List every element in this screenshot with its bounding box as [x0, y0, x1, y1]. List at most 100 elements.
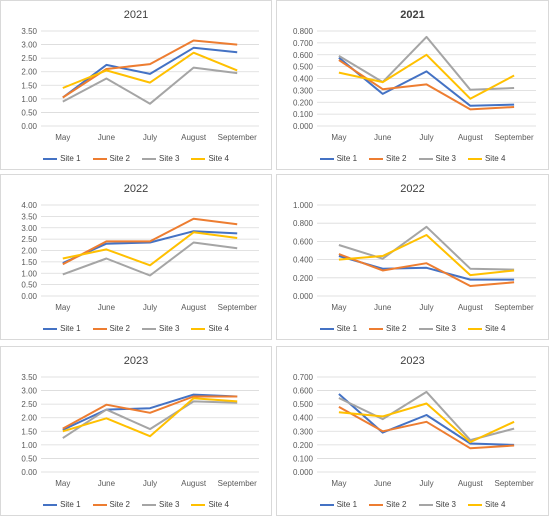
legend-swatch	[191, 157, 206, 160]
legend-label: Site 1	[336, 500, 358, 509]
legend-entry: Site 1	[319, 154, 357, 163]
y-tick-label: 0.200	[293, 274, 314, 283]
y-tick-label: 3.00	[21, 41, 37, 50]
legend-label: Site 4	[484, 500, 506, 509]
legend-label: Site 4	[484, 324, 506, 333]
legend-entry: Site 1	[43, 324, 81, 333]
series-line	[338, 234, 515, 277]
y-tick-label: 2.00	[21, 247, 37, 256]
y-tick-label: 0.600	[293, 51, 314, 60]
legend-entry: Site 2	[92, 500, 130, 509]
series-line	[62, 397, 238, 438]
x-tick-label: May	[331, 479, 346, 488]
y-tick-label: 0.50	[21, 281, 37, 290]
chart-legend: Site 1 Site 2 Site 3 Site 4	[1, 500, 271, 509]
y-tick-label: 1.000	[293, 201, 314, 210]
legend-label: Site 3	[159, 324, 180, 333]
chart-legend: Site 1 Site 2 Site 3 Site 4	[1, 154, 271, 163]
series-line	[62, 217, 238, 266]
x-tick-label: July	[143, 479, 157, 488]
legend-swatch	[92, 327, 107, 330]
x-tick-label: June	[374, 303, 392, 312]
chart-panel-6: 2023 0.000 0.100 0.200 0.300 0.400 0.500 0.600…	[276, 346, 549, 516]
y-tick-label: 0.000	[293, 292, 314, 301]
x-tick-label: September	[495, 303, 534, 312]
y-tick-label: 0.700	[293, 373, 314, 382]
legend-swatch	[43, 503, 58, 506]
y-tick-label: 3.00	[21, 387, 37, 396]
legend-swatch	[43, 157, 58, 160]
chart-panel-2: 2021 0.000 0.100 0.200 0.300 0.400 0.500 0.600…	[276, 0, 549, 170]
series-line	[62, 393, 238, 431]
y-tick-label: 3.00	[21, 224, 37, 233]
legend-entry: Site 3	[418, 500, 456, 509]
legend-label: Site 2	[109, 154, 130, 163]
x-tick-label: June	[98, 303, 116, 312]
chart-title: 2022	[400, 183, 425, 195]
legend-entry: Site 2	[92, 154, 130, 163]
y-tick-label: 1.00	[21, 95, 37, 104]
legend-label: Site 1	[60, 324, 81, 333]
legend-swatch	[92, 503, 107, 506]
y-tick-label: 0.000	[293, 122, 314, 131]
y-tick-label: 3.50	[21, 27, 37, 36]
legend-label: Site 4	[208, 154, 229, 163]
y-tick-label: 0.000	[293, 468, 314, 477]
x-tick-label: August	[181, 479, 207, 488]
legend-swatch	[369, 157, 384, 160]
y-tick-label: 3.50	[21, 212, 37, 221]
legend-swatch	[467, 327, 482, 330]
y-tick-label: 0.00	[21, 122, 37, 131]
x-tick-label: May	[331, 133, 346, 142]
chart-plot: 0.00 0.50 1.00 1.50 2.00 2.50 3.00 3.50 4.00 May J…	[21, 201, 259, 312]
series-line	[338, 253, 515, 287]
x-tick-label: May	[55, 133, 70, 142]
x-tick-label: June	[374, 479, 392, 488]
legend-entry: Site 4	[467, 324, 506, 333]
series-line	[338, 53, 515, 100]
series-line	[62, 51, 238, 89]
x-tick-label: May	[331, 303, 346, 312]
series-line	[62, 231, 238, 267]
y-tick-label: 0.400	[293, 256, 314, 265]
chart-legend: Site 1 Site 2 Site 3 Site 4	[277, 500, 548, 509]
legend-label: Site 3	[159, 154, 180, 163]
legend-entry: Site 4	[191, 500, 229, 509]
legend-label: Site 2	[386, 324, 407, 333]
legend-swatch	[418, 157, 433, 160]
y-tick-label: 1.00	[21, 441, 37, 450]
y-tick-label: 0.400	[293, 414, 314, 423]
legend-entry: Site 4	[467, 500, 506, 509]
series-line	[62, 400, 238, 439]
legend-entry: Site 3	[142, 154, 179, 163]
y-tick-label: 0.300	[293, 86, 314, 95]
x-tick-label: May	[55, 479, 70, 488]
legend-swatch	[369, 327, 384, 330]
legend-entry: Site 3	[418, 154, 456, 163]
x-tick-label: August	[458, 303, 484, 312]
chart-legend: Site 1 Site 2 Site 3 Site 4	[277, 154, 548, 163]
chart-panel-5: 2023 0.00 0.50 1.00 1.50 2.00 2.50 3.00 3.50 May…	[0, 346, 272, 516]
legend-swatch	[191, 503, 206, 506]
y-tick-label: 0.200	[293, 98, 314, 107]
y-tick-label: 0.50	[21, 108, 37, 117]
series-line	[338, 225, 515, 271]
legend-swatch	[142, 157, 156, 160]
y-tick-label: 2.50	[21, 400, 37, 409]
y-tick-label: 2.50	[21, 235, 37, 244]
chart-title: 2021	[123, 9, 149, 21]
y-tick-label: 1.50	[21, 427, 37, 436]
y-tick-label: 3.50	[21, 373, 37, 382]
x-tick-label: July	[419, 303, 433, 312]
x-tick-label: September	[218, 303, 257, 312]
legend-swatch	[191, 327, 206, 330]
y-tick-label: 0.500	[293, 400, 314, 409]
legend-label: Site 1	[336, 324, 358, 333]
legend-entry: Site 2	[369, 154, 407, 163]
series-line	[62, 241, 238, 277]
legend-label: Site 1	[60, 154, 81, 163]
legend-entry: Site 2	[369, 324, 407, 333]
x-tick-label: September	[495, 133, 534, 142]
series-line	[62, 39, 238, 99]
series-line	[338, 56, 515, 107]
